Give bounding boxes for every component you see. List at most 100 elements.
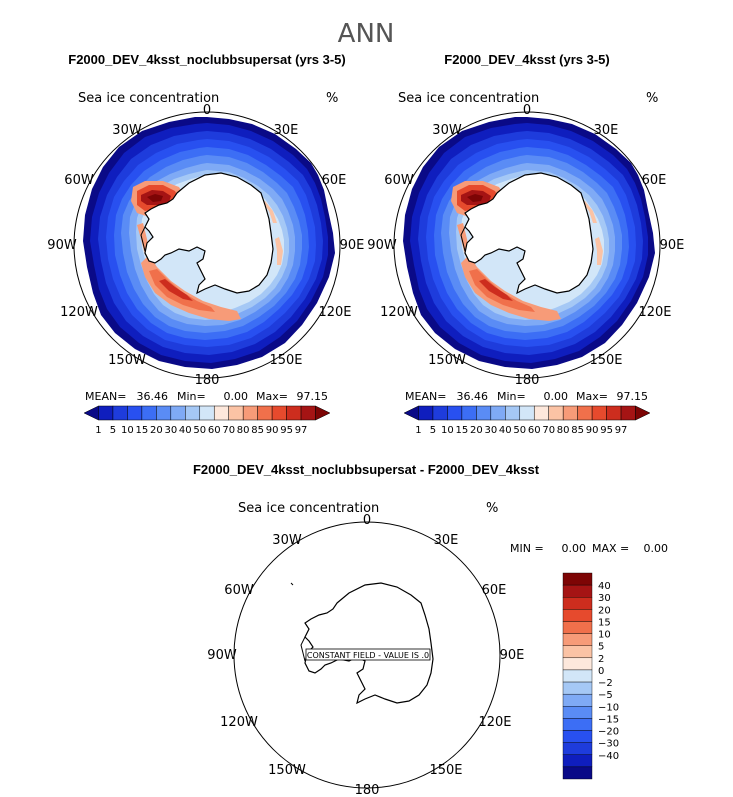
colorbar-swatch (141, 405, 157, 421)
colorbar-tick-label: −20 (598, 727, 619, 738)
colorbar-swatch (127, 405, 143, 421)
lon-label-60w: 60W (224, 583, 254, 598)
colorbar-swatch (199, 405, 215, 421)
colorbar-tick-label: 50 (193, 425, 206, 436)
figure-title: ANN (338, 19, 395, 49)
colorbar-tick-label: 40 (179, 425, 192, 436)
mean-label: MEAN= (85, 390, 126, 403)
colorbar-tick-label: 97 (295, 425, 308, 436)
lon-label-90e: 90E (340, 238, 365, 253)
colorbar-tick-label: 0 (598, 666, 604, 677)
antarctica-coast (144, 172, 274, 295)
colorbar-swatch (562, 766, 593, 780)
colorbar-swatch (300, 405, 316, 421)
colorbar-swatch (577, 405, 593, 421)
stats-left: MEAN= 36.46 Min= 0.00 Max= 97.15 (85, 390, 328, 403)
lon-label-60w: 60W (384, 173, 414, 188)
lon-label-30w: 30W (432, 123, 462, 138)
min-label: MIN = (510, 542, 544, 555)
colorbar-tick-label: 80 (237, 425, 250, 436)
lon-label-30e: 30E (434, 533, 459, 548)
colorbar-swatch (213, 405, 229, 421)
colorbar-tick-label: 95 (600, 425, 613, 436)
min-value: 0.00 (224, 390, 249, 403)
panel-right: F2000_DEV_4ksst (yrs 3-5) Sea ice concen… (367, 52, 684, 436)
colorbar-tick-label: 10 (121, 425, 134, 436)
colorbar-swatch (562, 645, 593, 659)
max-value: 97.15 (617, 390, 649, 403)
mean-label: MEAN= (405, 390, 446, 403)
colorbar-swatch (315, 405, 331, 421)
colorbar-tick-label: 5 (110, 425, 116, 436)
field-label-left: Sea ice concentration (78, 91, 219, 106)
colorbar-tick-label: 90 (266, 425, 279, 436)
colorbar-swatch (562, 706, 593, 719)
colorbar-tick-label: 80 (557, 425, 570, 436)
colorbar-tick-label: 30 (484, 425, 497, 436)
lon-label-60e: 60E (322, 173, 347, 188)
colorbar-left: 1 5 10 15 20 30 40 50 60 70 80 85 90 95 97 (83, 405, 331, 436)
polar-map-right (403, 117, 655, 369)
colorbar-swatch (562, 693, 593, 707)
lon-label-150w: 150W (268, 763, 306, 778)
colorbar-tick-label: 10 (598, 630, 611, 641)
colorbar-swatch (562, 669, 593, 683)
lon-label-120w: 120W (220, 715, 258, 730)
colorbar-swatch (562, 405, 578, 421)
colorbar-swatch (562, 754, 593, 768)
colorbar-swatch (562, 718, 593, 731)
colorbar-swatch (591, 405, 607, 421)
colorbar-tick-label: 5 (430, 425, 436, 436)
colorbar-swatch (228, 405, 244, 421)
max-label: MAX = (592, 542, 629, 555)
colorbar-swatch (562, 609, 593, 622)
max-label: Max= (256, 390, 288, 403)
lon-label-120w: 120W (380, 305, 418, 320)
colorbar-tick-label: −40 (598, 751, 619, 762)
panel-title-right: F2000_DEV_4ksst (yrs 3-5) (444, 52, 610, 67)
colorbar-tick-label: 10 (441, 425, 454, 436)
units-left: % (326, 91, 338, 106)
field-label-right: Sea ice concentration (398, 91, 539, 106)
colorbar-tick-label: 30 (598, 593, 611, 604)
colorbar-tick-label: −2 (598, 678, 613, 689)
colorbar-swatch (286, 405, 302, 421)
lon-label-120e: 120E (478, 715, 511, 730)
lon-label-90e: 90E (500, 648, 525, 663)
colorbar-swatch (562, 584, 593, 598)
colorbar-tick-label: 85 (251, 425, 264, 436)
panel-title-diff: F2000_DEV_4ksst_noclubbsupersat - F2000_… (193, 462, 540, 477)
panel-title-left: F2000_DEV_4ksst_noclubbsupersat (yrs 3-5… (68, 52, 345, 67)
colorbar-swatch (185, 405, 201, 421)
colorbar-tick-label: −15 (598, 714, 619, 725)
lon-label-60e: 60E (482, 583, 507, 598)
colorbar-tick-label: 60 (528, 425, 541, 436)
lon-label-120e: 120E (638, 305, 671, 320)
colorbar-tick-label: −10 (598, 702, 619, 713)
colorbar-tick-label: 20 (598, 605, 611, 616)
lon-label-60e: 60E (642, 173, 667, 188)
constant-field-note: CONSTANT FIELD - VALUE IS .0 (307, 651, 429, 660)
constant-field-box (305, 648, 431, 661)
stats-diff: MIN = 0.00 MAX = 0.00 (510, 542, 668, 555)
colorbar-swatch (562, 657, 593, 671)
stats-right: MEAN= 36.46 Min= 0.00 Max= 97.15 (405, 390, 648, 403)
map-border-right (393, 111, 661, 379)
colorbar-swatch (418, 405, 434, 421)
colorbar-swatch (83, 405, 99, 421)
colorbar-tick-label: 1 (95, 425, 101, 436)
colorbar-swatch (461, 405, 477, 421)
lon-label-90w: 90W (207, 648, 237, 663)
lon-label-180: 180 (355, 783, 380, 797)
colorbar-swatch (476, 405, 492, 421)
colorbar-tick-label: 50 (513, 425, 526, 436)
colorbar-tick-label: 90 (586, 425, 599, 436)
colorbar-tick-label: −30 (598, 739, 619, 750)
colorbar-tick-label: −5 (598, 690, 613, 701)
colorbar-swatch (257, 405, 273, 421)
colorbar-swatch (447, 405, 463, 421)
min-label: Min= (177, 390, 206, 403)
colorbar-swatch (533, 405, 549, 421)
panel-left: F2000_DEV_4ksst_noclubbsupersat (yrs 3-5… (47, 52, 364, 436)
lon-label-120e: 120E (318, 305, 351, 320)
